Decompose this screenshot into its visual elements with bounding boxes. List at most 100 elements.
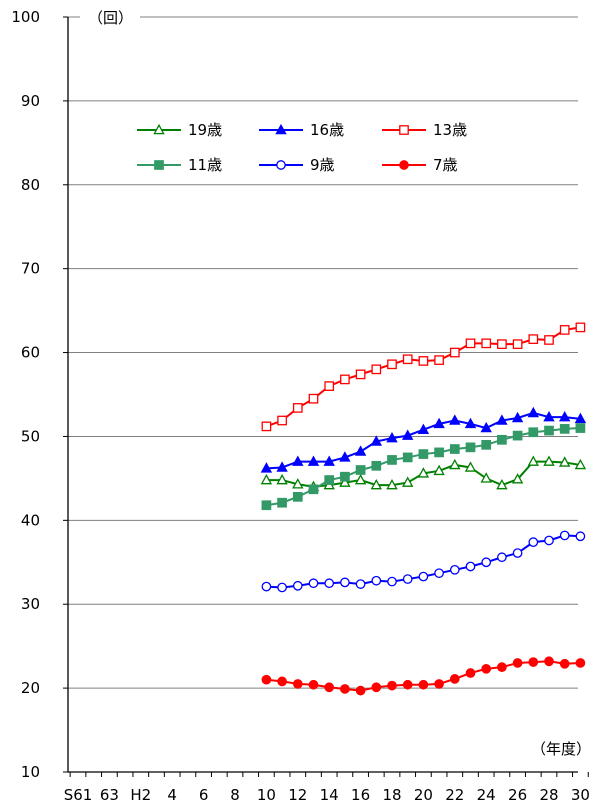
data-point-9歳-H12 [292,580,303,591]
data-point-19歳-H10 [260,473,273,485]
x-tick-label-30: 30 [571,786,590,804]
x-tick-labels: S61 63 H2 4 6 8 10 12 14 16 18 20 22 24 26 28 30 [64,786,590,804]
y-tick-label-100: 100 [11,8,40,26]
data-point-19歳-H29 [559,456,571,467]
data-point-16歳-H15 [339,451,351,462]
y-tick-label-70: 70 [21,260,40,278]
data-point-13歳-H22 [449,347,460,358]
data-point-19歳-H17 [370,478,382,490]
data-point-9歳-H19 [402,574,413,584]
data-point-9歳-H23 [465,561,476,572]
data-point-16歳-H22 [449,414,461,425]
data-point-16歳-H18 [386,431,398,443]
y-tick-label-30: 30 [21,595,40,613]
data-point-9歳-H14 [324,578,335,589]
data-point-9歳-H24 [481,557,492,568]
data-point-19歳-H11 [276,473,288,485]
data-point-16歳-H20 [417,423,430,434]
data-point-7歳-H15 [340,684,350,694]
data-point-19歳-H22 [449,458,461,470]
data-point-13歳-H19 [402,354,413,365]
data-point-13歳-H15 [340,374,350,385]
data-point-16歳-H16 [354,445,367,456]
legend-item-13歳: 13歳 [382,121,467,139]
grid-lines [68,8,578,689]
data-point-11歳-H19 [402,452,413,463]
data-point-7歳-H20 [418,679,429,690]
data-point-11歳-H15 [340,471,350,482]
y-tick-label-20: 20 [21,679,40,697]
data-point-9歳-H11 [277,582,287,593]
data-point-11歳-H16 [355,465,366,475]
x-tick-label-24: 24 [477,786,496,804]
series-7歳 [261,656,586,696]
data-point-7歳-H30 [575,658,586,668]
y-tick-labels: 10 20 30 40 50 60 70 80 90 100 [11,8,40,781]
data-point-13歳-H18 [387,359,397,370]
data-point-16歳-H28 [543,410,555,422]
data-point-11歳-H14 [324,475,335,485]
data-point-9歳-H29 [559,530,570,541]
x-tick-label-6: 6 [199,786,209,804]
x-tick-label-4: 4 [167,786,177,804]
data-point-16歳-H13 [307,455,320,466]
data-point-7歳-H24 [481,663,492,674]
data-point-16歳-H10 [260,462,273,473]
y-tick-label-60: 60 [21,344,40,362]
data-point-19歳-H19 [402,476,414,487]
data-point-9歳-H22 [449,564,460,575]
data-point-13歳-H12 [292,403,303,413]
data-point-11歳-H29 [559,424,570,434]
legend-item-19歳: 19歳 [137,121,222,139]
data-point-11歳-H17 [371,460,382,471]
x-unit-label: （年度） [531,740,591,758]
data-point-7歳-H27 [528,657,539,667]
data-point-7歳-H22 [449,674,460,684]
x-tick-label-8: 8 [230,786,240,804]
data-point-7歳-H26 [512,658,523,668]
data-point-16歳-H19 [402,429,414,440]
data-point-11歳-H30 [575,423,586,433]
data-point-11歳-H11 [277,497,287,508]
data-point-9歳-H13 [308,578,319,589]
legend-marker-11歳 [154,160,164,170]
data-point-7歳-H11 [277,676,287,687]
series-16歳 [260,406,587,473]
x-tick-label-20: 20 [414,786,433,804]
data-point-7歳-H28 [544,656,554,667]
data-point-16歳-H23 [464,417,477,429]
data-point-11歳-H26 [512,430,523,441]
data-point-11歳-H27 [528,427,539,438]
data-point-11歳-H23 [465,442,476,453]
y-tick-label-50: 50 [21,427,40,445]
x-tick-label-10: 10 [257,786,276,804]
y-tick-label-90: 90 [21,92,40,110]
legend: 19歳 16歳 13歳 11歳 9歳 7歳 [137,121,467,174]
data-point-13歳-H13 [308,393,319,404]
data-point-9歳-H21 [434,568,444,579]
data-point-19歳-H21 [433,464,445,476]
data-point-11歳-H18 [387,455,397,465]
data-point-16歳-H29 [559,410,571,422]
series-11歳 [261,423,586,511]
x-tick-label-12: 12 [288,786,307,804]
data-point-13歳-H25 [497,339,507,350]
data-point-11歳-H10 [261,500,272,511]
legend-label-9歳: 9歳 [310,156,335,174]
data-point-19歳-H16 [354,473,367,485]
data-point-16歳-H24 [480,421,492,433]
data-point-9歳-H25 [497,552,507,563]
data-point-13歳-H17 [371,364,382,375]
data-point-19歳-H20 [417,467,430,478]
legend-marker-7歳 [399,160,409,170]
data-point-13歳-H16 [355,369,366,380]
data-point-9歳-H18 [387,576,397,587]
data-point-7歳-H13 [308,679,319,690]
data-point-9歳-H30 [575,531,586,542]
y-tick-label-40: 40 [21,511,40,529]
data-point-7歳-H10 [261,674,272,685]
series-9歳 [261,530,586,593]
data-point-7歳-H16 [355,685,366,696]
data-point-11歳-H12 [292,491,303,502]
data-point-13歳-H11 [277,415,287,426]
